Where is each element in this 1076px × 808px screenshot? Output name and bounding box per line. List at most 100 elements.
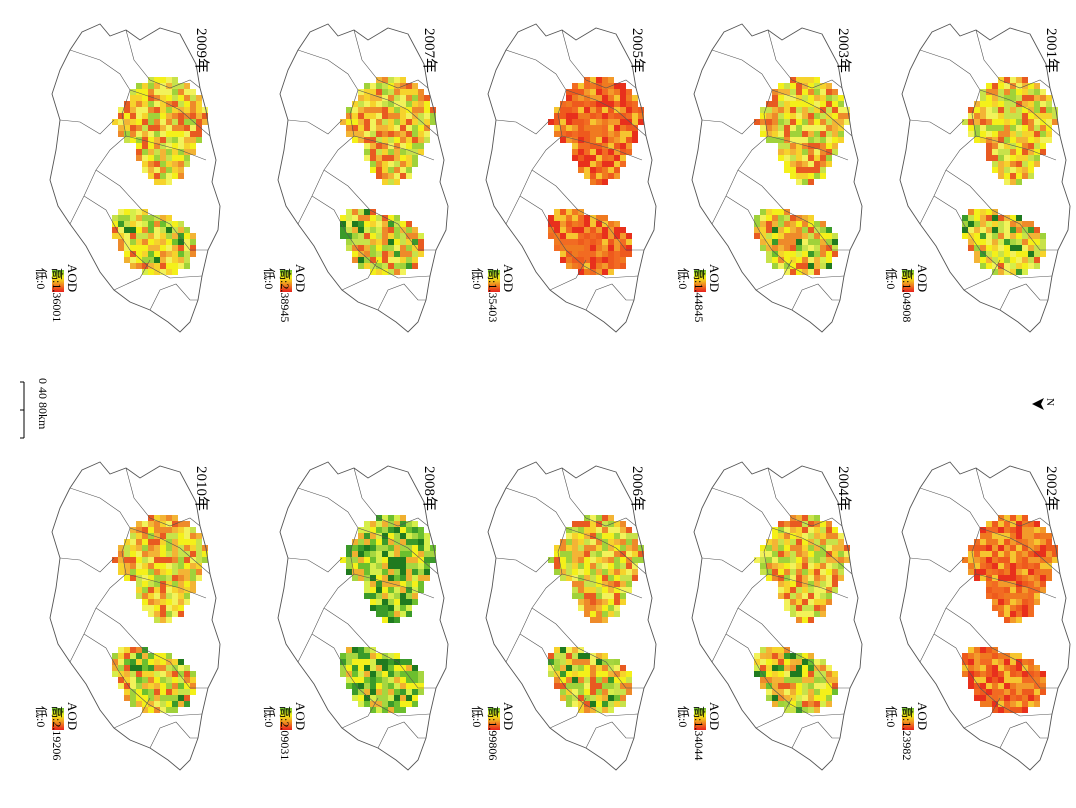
aod-grid-cell xyxy=(184,101,190,107)
aod-grid-cell xyxy=(154,179,160,185)
aod-grid-cell xyxy=(1004,587,1010,593)
aod-grid-cell xyxy=(614,83,620,89)
aod-grid-cell xyxy=(118,113,124,119)
aod-grid-cell xyxy=(370,245,376,251)
aod-grid-cell xyxy=(136,89,142,95)
aod-grid-cell xyxy=(980,239,986,245)
aod-grid-cell xyxy=(382,611,388,617)
aod-grid-cell xyxy=(1028,101,1034,107)
aod-grid-cell xyxy=(608,695,614,701)
aod-grid-cell xyxy=(566,647,572,653)
aod-grid-cell xyxy=(394,149,400,155)
aod-grid-cell xyxy=(986,671,992,677)
aod-grid-cell xyxy=(418,677,424,683)
aod-grid-cell xyxy=(412,587,418,593)
legend-low-value: 低:0 xyxy=(262,706,276,728)
aod-grid-cell xyxy=(584,605,590,611)
aod-grid-cell xyxy=(136,125,142,131)
aod-grid-cell xyxy=(554,683,560,689)
aod-grid-cell xyxy=(554,245,560,251)
aod-grid-cell xyxy=(608,551,614,557)
aod-grid-cell xyxy=(754,233,760,239)
aod-grid-cell xyxy=(590,659,596,665)
aod-grid-cell xyxy=(166,245,172,251)
aod-grid-cell xyxy=(766,113,772,119)
aod-grid-cell xyxy=(370,137,376,143)
aod-grid-cell xyxy=(1034,581,1040,587)
aod-grid-cell xyxy=(814,173,820,179)
aod-grid-cell xyxy=(382,545,388,551)
aod-grid-cell xyxy=(814,611,820,617)
aod-grid-cell xyxy=(172,533,178,539)
aod-grid-cell xyxy=(1016,563,1022,569)
aod-grid-cell xyxy=(998,557,1004,563)
aod-grid-cell xyxy=(802,521,808,527)
aod-grid-cell xyxy=(620,689,626,695)
aod-grid-cell xyxy=(178,545,184,551)
aod-grid-cell xyxy=(820,89,826,95)
aod-grid-cell xyxy=(766,677,772,683)
map-svg xyxy=(485,23,657,333)
aod-grid-cell xyxy=(376,173,382,179)
aod-grid-cell xyxy=(1004,575,1010,581)
aod-grid-cell xyxy=(124,647,130,653)
aod-grid-cell xyxy=(364,263,370,269)
aod-grid-cell xyxy=(760,683,766,689)
aod-grid-cell xyxy=(826,149,832,155)
aod-grid-cell xyxy=(430,113,436,119)
aod-grid-cell xyxy=(148,605,154,611)
aod-grid-cell xyxy=(772,251,778,257)
aod-grid-cell xyxy=(826,575,832,581)
aod-grid-cell xyxy=(142,587,148,593)
aod-grid-cell xyxy=(154,527,160,533)
aod-grid-cell xyxy=(814,107,820,113)
aod-grid-cell xyxy=(346,119,352,125)
aod-grid-cell xyxy=(626,575,632,581)
map-panel: 2003年 AOD 高:1.44845 低:0 xyxy=(672,10,882,355)
aod-grid-cell xyxy=(838,575,844,581)
aod-grid-cell xyxy=(376,257,382,263)
aod-grid-cell xyxy=(172,599,178,605)
aod-grid-cell xyxy=(124,101,130,107)
aod-grid-cell xyxy=(196,131,202,137)
aod-grid-cell xyxy=(394,215,400,221)
aod-grid-cell xyxy=(394,671,400,677)
aod-grid-cell xyxy=(992,149,998,155)
aod-grid-cell xyxy=(566,263,572,269)
aod-grid-cell xyxy=(388,173,394,179)
aod-grid-cell xyxy=(382,701,388,707)
aod-grid-cell xyxy=(1010,671,1016,677)
aod-grid-cell xyxy=(346,545,352,551)
aod-grid-cell xyxy=(370,701,376,707)
aod-grid-cell xyxy=(814,143,820,149)
aod-grid-cell xyxy=(974,653,980,659)
aod-grid-cell xyxy=(784,125,790,131)
aod-grid-cell xyxy=(632,557,638,563)
aod-grid-cell xyxy=(832,677,838,683)
aod-grid-cell xyxy=(382,599,388,605)
aod-grid-cell xyxy=(778,245,784,251)
aod-grid-cell xyxy=(394,245,400,251)
aod-grid-cell xyxy=(766,665,772,671)
aod-grid-cell xyxy=(112,659,118,665)
aod-grid-cell xyxy=(596,239,602,245)
aod-grid-cell xyxy=(352,239,358,245)
aod-grid-cell xyxy=(560,137,566,143)
aod-grid-cell xyxy=(778,233,784,239)
aod-grid-cell xyxy=(358,533,364,539)
aod-grid-cell xyxy=(760,215,766,221)
aod-grid-cell xyxy=(178,689,184,695)
aod-grid-cell xyxy=(112,665,118,671)
aod-grid-cell xyxy=(118,557,124,563)
aod-grid-cell xyxy=(832,89,838,95)
aod-grid-cell xyxy=(596,179,602,185)
aod-grid-cell xyxy=(790,587,796,593)
county-boundary xyxy=(495,557,551,573)
aod-grid-cell xyxy=(590,599,596,605)
aod-grid-cell xyxy=(566,113,572,119)
aod-grid-cell xyxy=(148,137,154,143)
aod-grid-cell xyxy=(596,161,602,167)
aod-grid-cell xyxy=(778,551,784,557)
aod-grid-cell xyxy=(1016,149,1022,155)
aod-grid-cell xyxy=(974,227,980,233)
